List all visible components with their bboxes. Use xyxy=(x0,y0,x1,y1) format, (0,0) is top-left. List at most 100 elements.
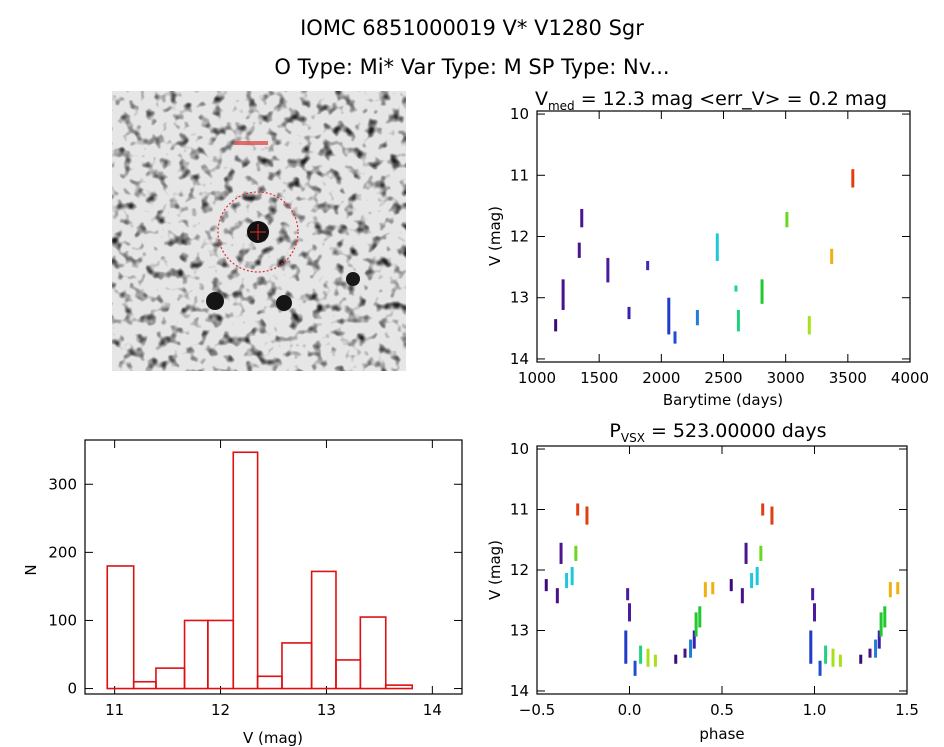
lc-point-cluster xyxy=(554,319,558,332)
xtick-label: 2000 xyxy=(642,369,680,387)
ytick-label: 12 xyxy=(510,228,529,246)
lc-point-cluster xyxy=(673,331,677,344)
pc-point-cluster xyxy=(633,660,637,676)
ytick-label: 14 xyxy=(510,682,529,700)
pc-point-cluster xyxy=(653,654,657,667)
phase-curve-ticks: −0.5 0.0 0.5 1.0 1.5 10 11 12 13 14 xyxy=(510,440,919,719)
ytick-label: 11 xyxy=(510,166,529,184)
pc-point-cluster xyxy=(692,630,696,649)
pc-point-cluster xyxy=(544,579,548,592)
histogram-bar xyxy=(232,451,259,690)
pc-point-cluster xyxy=(838,654,842,667)
pc-point-cluster xyxy=(689,639,693,658)
histogram-bar xyxy=(155,667,186,690)
histogram-bar xyxy=(335,659,362,690)
pc-point-cluster xyxy=(698,606,702,628)
histogram-ylabel: N xyxy=(22,564,40,575)
pc-point-cluster xyxy=(639,645,643,664)
lc-point-cluster xyxy=(807,316,811,335)
xtick-label: 1.5 xyxy=(895,701,919,719)
xtick-label: 1500 xyxy=(580,369,618,387)
xtick-label: 1.0 xyxy=(803,701,827,719)
lc-point-cluster xyxy=(760,279,764,304)
phase-curve-title: PVSX = 523.00000 days xyxy=(609,420,826,445)
ytick-label: 300 xyxy=(48,475,77,493)
pc-point-cluster xyxy=(759,545,763,561)
pc-point-cluster xyxy=(628,603,631,622)
pc-point-cluster xyxy=(740,588,744,604)
pc-point-cluster xyxy=(811,588,815,601)
pc-point-cluster xyxy=(868,648,872,658)
lc-point-cluster xyxy=(736,309,740,332)
pc-point-cluster xyxy=(683,648,687,658)
histogram-bar xyxy=(256,675,283,690)
ytick-label: 13 xyxy=(510,621,529,639)
xtick-label: 2500 xyxy=(704,369,742,387)
pc-point-cluster xyxy=(703,582,707,598)
ytick-label: 100 xyxy=(48,611,77,629)
histogram-bar xyxy=(310,570,337,690)
histogram-bar xyxy=(106,565,135,690)
histogram-bar xyxy=(359,616,387,690)
xtick-label: −0.5 xyxy=(519,701,555,719)
lc-point-cluster xyxy=(715,233,719,261)
xtick-label: 14 xyxy=(423,701,442,719)
lc-point-cluster xyxy=(561,279,565,310)
lc-point-cluster xyxy=(695,309,699,326)
light-curve-title: Vmed = 12.3 mag <err_V> = 0.2 mag xyxy=(535,88,887,113)
histogram-xlabel: V (mag) xyxy=(243,729,303,747)
pc-point-cluster xyxy=(883,606,887,628)
histogram-bar xyxy=(207,619,235,690)
pc-point-cluster xyxy=(585,506,589,525)
chart-title-line2: O Type: Mi* Var Type: M SP Type: Nv... xyxy=(274,55,670,79)
pc-point-cluster xyxy=(813,603,816,622)
histogram-bar xyxy=(281,642,313,690)
ytick-label: 0 xyxy=(67,680,77,698)
histogram-bar xyxy=(183,619,209,690)
ytick-label: 10 xyxy=(510,440,529,458)
pc-point-cluster xyxy=(859,654,863,664)
pc-point-cluster xyxy=(770,506,774,525)
pc-point-cluster xyxy=(624,630,628,664)
pc-point-cluster xyxy=(570,566,574,586)
pc-point-cluster xyxy=(818,660,822,676)
xtick-label: 0.0 xyxy=(618,701,642,719)
lc-point-cluster xyxy=(580,208,584,228)
lc-point-cluster xyxy=(667,297,671,335)
light-curve-ticks: 1000 1500 2000 2500 3000 3500 4000 10 11 12 13 14 xyxy=(510,105,929,387)
xtick-label: 13 xyxy=(317,701,336,719)
pc-point-cluster xyxy=(576,503,580,516)
pc-point-cluster xyxy=(896,582,900,595)
sky-image xyxy=(112,91,406,371)
lc-point-cluster xyxy=(606,257,610,283)
pc-point-cluster xyxy=(555,588,559,604)
phase-curve-points xyxy=(544,503,900,676)
pc-point-cluster xyxy=(711,582,715,595)
xtick-label: 1000 xyxy=(518,369,556,387)
lc-point-cluster xyxy=(785,212,789,228)
phase-curve-xlabel: phase xyxy=(699,725,744,743)
light-curve-frame xyxy=(536,110,911,363)
pc-point-cluster xyxy=(565,573,569,589)
xtick-label: 11 xyxy=(105,701,124,719)
pc-point-cluster xyxy=(694,612,698,637)
ytick-label: 14 xyxy=(510,350,529,368)
pc-point-cluster xyxy=(879,612,883,637)
xtick-label: 4000 xyxy=(891,369,929,387)
chart-title-line1: IOMC 6851000019 V* V1280 Sgr xyxy=(300,16,644,40)
light-curve-xlabel: Barytime (days) xyxy=(663,391,783,409)
sky-image-svg xyxy=(112,91,406,371)
pc-point-cluster xyxy=(626,588,630,601)
histogram-ticks: 11 12 13 14 0 100 200 300 xyxy=(48,440,462,719)
light-curve-points xyxy=(554,169,855,344)
ytick-label: 11 xyxy=(510,501,529,519)
pc-point-cluster xyxy=(831,648,835,667)
pc-point-cluster xyxy=(559,542,563,564)
pc-point-cluster xyxy=(646,648,650,667)
pc-point-cluster xyxy=(750,573,754,589)
pc-point-cluster xyxy=(729,579,733,592)
ytick-label: 10 xyxy=(510,105,529,123)
pc-point-cluster xyxy=(674,654,678,664)
pc-point-cluster xyxy=(888,582,892,598)
pc-point-cluster xyxy=(809,630,813,664)
